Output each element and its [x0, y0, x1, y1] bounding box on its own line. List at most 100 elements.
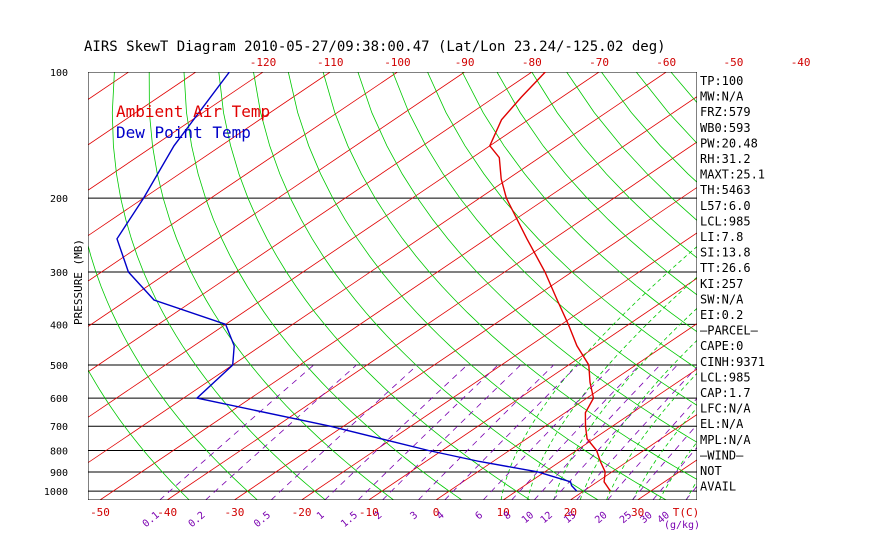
- index-item: EI:0.2: [700, 308, 743, 322]
- mixing-ratio-line: [270, 364, 418, 500]
- isotherm-line: [99, 96, 697, 500]
- air-temp-line: [488, 72, 611, 492]
- pressure-tick-label: 400: [50, 320, 68, 331]
- top-temp-tick-label: -100: [384, 56, 411, 69]
- pressure-tick-label: 200: [50, 194, 68, 205]
- dry-adiabat: [183, 72, 463, 500]
- index-item: LCL:985: [700, 214, 751, 228]
- mixing-ratio-line: [607, 397, 697, 500]
- top-temp-tick-label: -110: [317, 56, 344, 69]
- index-item: EL:N/A: [700, 417, 744, 431]
- moist-adiabat: [606, 372, 697, 500]
- sounding-lines: [116, 72, 611, 492]
- mixing-ratio-line: [576, 366, 697, 500]
- dry-adiabat: [88, 243, 258, 500]
- isotherm-line: [166, 141, 697, 500]
- chart-title: AIRS SkewT Diagram 2010-05-27/09:38:00.4…: [84, 39, 666, 55]
- mixing-ratio-line: [205, 364, 357, 500]
- moist-adiabat: [527, 276, 697, 500]
- index-item: AVAIL: [700, 480, 736, 494]
- isotherm-line: [88, 72, 129, 100]
- index-item: FRZ:579: [700, 105, 751, 119]
- background-grid: [0, 72, 697, 500]
- index-item: WB0:593: [700, 121, 751, 135]
- bottom-temp-tick-label: 30: [631, 506, 644, 519]
- isotherm-line: [0, 72, 61, 500]
- dry-adiabat: [392, 72, 697, 406]
- isotherm-line: [88, 72, 667, 464]
- mixing-ratio-line: [552, 364, 678, 500]
- pressure-tick-label: 1000: [44, 487, 68, 498]
- dry-adiabat: [148, 72, 394, 500]
- mixing-ratio-tick-label: 2: [373, 510, 385, 522]
- pressure-tick-label: 500: [50, 361, 68, 372]
- index-item: MPL:N/A: [700, 433, 751, 447]
- mixing-ratio-tick-label: 3: [409, 510, 421, 522]
- index-item: TT:26.6: [700, 261, 751, 275]
- pressure-tick-label: 300: [50, 268, 68, 279]
- mixing-ratio-tick-label: 0.2: [187, 510, 208, 530]
- isotherm-line: [502, 368, 697, 500]
- isotherm-line: [88, 72, 600, 418]
- bottom-temp-tick-label: -20: [292, 506, 312, 519]
- dry-adiabat: [531, 72, 697, 259]
- dry-adiabat: [88, 369, 190, 500]
- pressure-tick-label: 900: [50, 468, 68, 479]
- dry-adiabat: [111, 72, 326, 500]
- dry-adiabat: [357, 72, 697, 443]
- mixing-ratio-line: [357, 364, 499, 500]
- dry-adiabat: [322, 72, 697, 480]
- isotherm-line: [88, 72, 331, 237]
- index-item: –PARCEL–: [700, 324, 759, 338]
- index-item: LCL:985: [700, 370, 751, 384]
- mixing-ratio-line: [652, 446, 697, 500]
- y-axis-label: PRESSURE (MB): [72, 239, 85, 325]
- top-temp-tick-label: -120: [250, 56, 277, 69]
- index-item: RH:31.2: [700, 152, 751, 166]
- pressure-tick-label: 600: [50, 394, 68, 405]
- mixing-ratio-line: [444, 364, 579, 500]
- isotherm-line: [570, 413, 697, 500]
- dry-adiabat: [461, 72, 697, 333]
- mixing-ratio-line: [382, 364, 521, 500]
- index-item: CAP:1.7: [700, 386, 751, 400]
- chart-legend: Ambient Air Temp Dew Point Temp: [116, 102, 270, 142]
- index-item: CINH:9371: [700, 355, 765, 369]
- legend-dew-point: Dew Point Temp: [116, 123, 251, 142]
- mixing-ratio-tick-label: 20: [593, 510, 609, 526]
- mixing-ratio-line: [482, 364, 614, 500]
- bottom-temp-tick-label: 10: [497, 506, 510, 519]
- bottom-temp-tick-label: -50: [90, 506, 110, 519]
- moist-adiabat: [500, 246, 697, 500]
- top-temp-tick-label: -70: [589, 56, 609, 69]
- mixing-ratio-tick-label: 4: [435, 510, 447, 522]
- isotherm-line: [88, 72, 264, 191]
- top-temp-tick-label: -90: [455, 56, 475, 69]
- bottom-temp-tick-label: -30: [224, 506, 244, 519]
- index-item: SI:13.8: [700, 246, 751, 260]
- isotherm-line: [88, 72, 533, 373]
- temp-unit-label: T(C): [673, 506, 700, 519]
- isotherm-line: [88, 72, 465, 327]
- mixing-ratio-line: [631, 424, 697, 500]
- bottom-temp-tick-label: -10: [359, 506, 379, 519]
- index-item: TH:5463: [700, 183, 751, 197]
- index-item: KI:257: [700, 277, 743, 291]
- moist-adiabat: [553, 307, 697, 500]
- index-item: –WIND–: [700, 448, 744, 462]
- dry-adiabat: [218, 72, 531, 500]
- mixing-ratio-tick-label: 6: [473, 510, 485, 522]
- index-item: L57:6.0: [700, 199, 751, 213]
- mixing-ratio-line: [159, 364, 314, 500]
- index-item: PW:20.48: [700, 136, 758, 150]
- dry-adiabat: [253, 72, 599, 500]
- isotherm-line: [435, 323, 697, 500]
- index-item: SW:N/A: [700, 292, 744, 306]
- bottom-temp-tick-label: -40: [157, 506, 177, 519]
- dry-adiabat: [496, 72, 697, 296]
- isotherm-line: [88, 72, 197, 146]
- isotherm-line: [88, 72, 398, 282]
- pressure-tick-label: 100: [50, 68, 68, 79]
- top-temp-tick-label: -40: [791, 56, 811, 69]
